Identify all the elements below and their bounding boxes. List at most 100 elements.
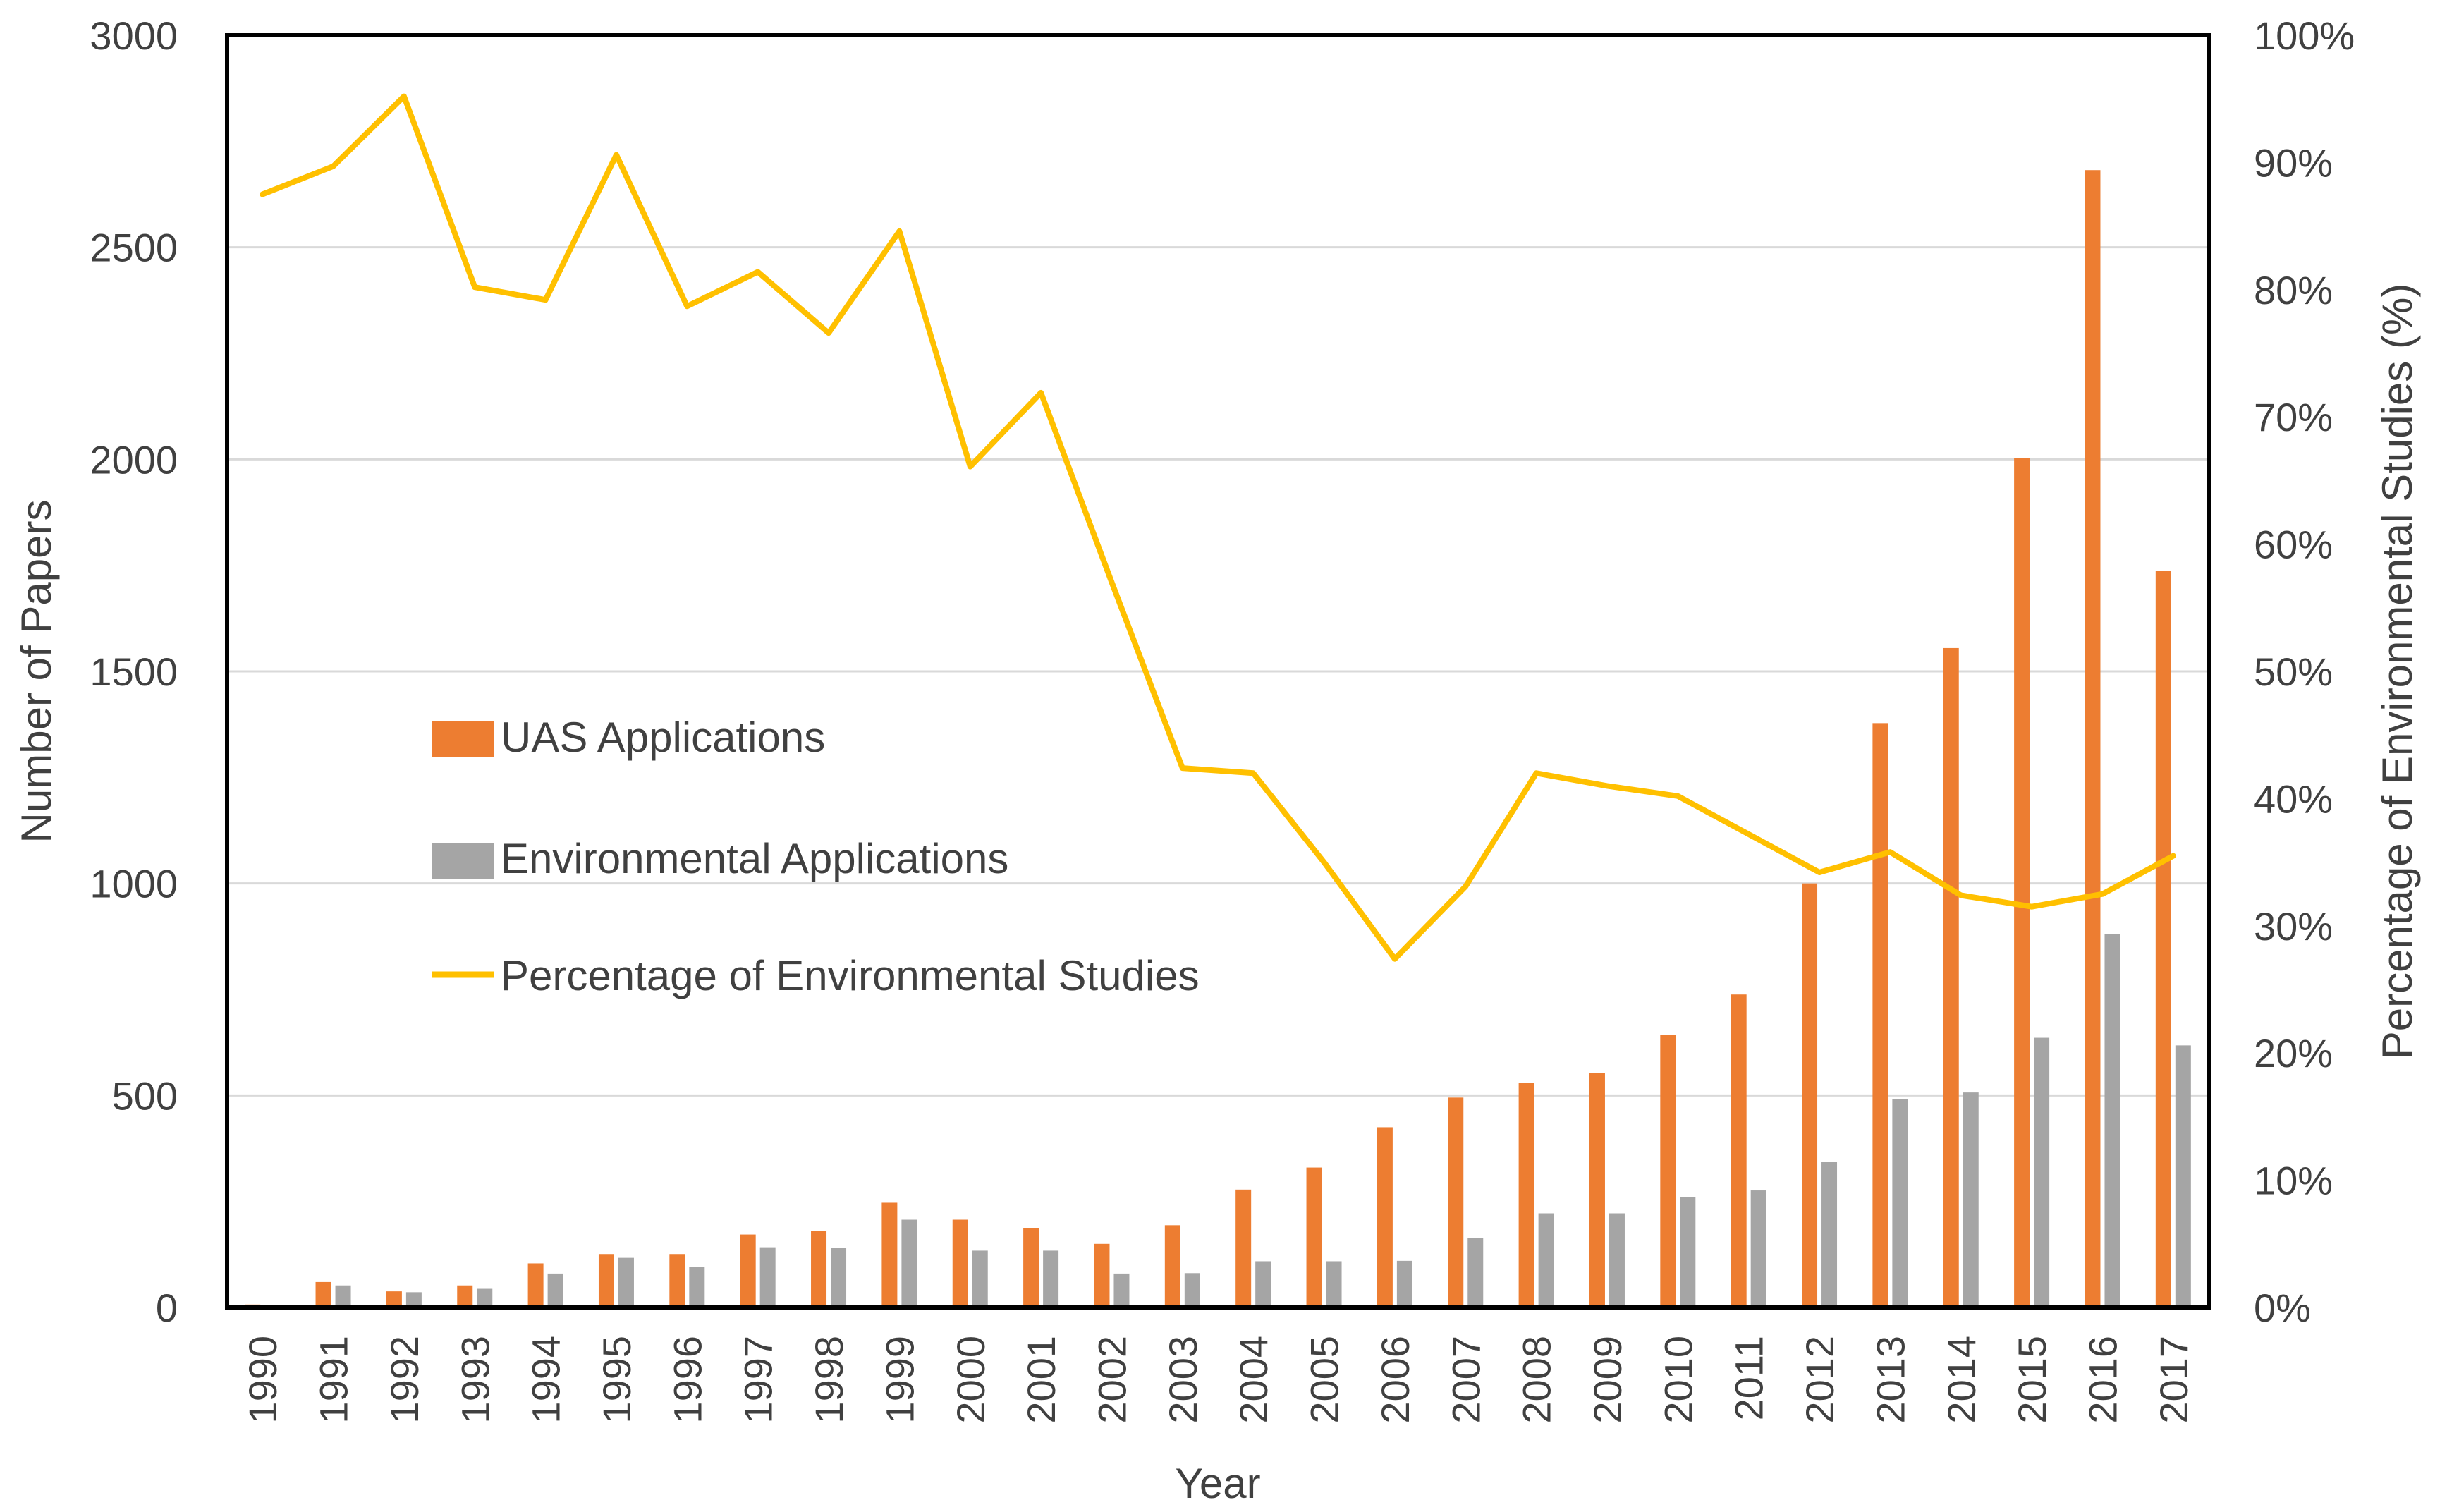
legend: UAS Applications Environmental Applicati… [432, 714, 1200, 999]
bar-uas-1993 [457, 1285, 473, 1307]
point-percentage-1992 [403, 95, 405, 97]
bar-uas-2004 [1235, 1189, 1252, 1307]
x-axis-title: Year [1175, 1460, 1260, 1507]
bar-environmental-2006 [1396, 1260, 1412, 1307]
bar-uas-1998 [811, 1231, 827, 1307]
x-tick-label: 2000 [948, 1336, 993, 1424]
bar-uas-2016 [2085, 170, 2101, 1307]
x-tick-label: 2016 [2080, 1336, 2125, 1424]
bar-environmental-2015 [2034, 1037, 2050, 1307]
bar-uas-2006 [1377, 1127, 1393, 1307]
legend-swatch-environmental [432, 843, 494, 879]
point-percentage-2017 [2172, 855, 2174, 857]
bar-uas-2015 [2014, 458, 2030, 1308]
y2-tick-label: 90% [2254, 140, 2333, 185]
point-percentage-1995 [615, 154, 617, 156]
x-tick-label: 2015 [2010, 1336, 2054, 1424]
bar-environmental-2000 [972, 1250, 988, 1307]
point-percentage-1996 [686, 305, 688, 307]
y2-tick-label: 40% [2254, 776, 2333, 821]
bar-uas-2005 [1306, 1167, 1322, 1307]
point-percentage-2001 [1040, 391, 1042, 394]
line-percentage [260, 93, 2176, 962]
point-percentage-1997 [757, 271, 759, 273]
y2-tick-label: 20% [2254, 1031, 2333, 1075]
bar-environmental-2017 [2175, 1045, 2191, 1307]
x-tick-label: 1997 [736, 1336, 781, 1424]
legend-label-uas: UAS Applications [501, 714, 825, 761]
y2-tick-label: 100% [2254, 13, 2355, 58]
bar-environmental-2016 [2104, 934, 2120, 1307]
y2-tick-label: 0% [2254, 1286, 2311, 1330]
y2-tick-label: 50% [2254, 650, 2333, 694]
point-percentage-2012 [1819, 872, 1821, 874]
bar-environmental-2012 [1821, 1162, 1838, 1307]
x-tick-label: 2006 [1373, 1336, 1417, 1424]
point-percentage-1998 [828, 332, 830, 334]
point-percentage-1990 [262, 193, 264, 195]
x-tick-label: 2001 [1019, 1336, 1063, 1424]
point-percentage-2002 [1111, 581, 1113, 583]
x-tick-label: 1996 [665, 1336, 709, 1424]
x-tick-label: 2017 [2152, 1336, 2196, 1424]
bar-environmental-2005 [1326, 1261, 1342, 1307]
bar-uas-2000 [952, 1219, 968, 1307]
x-tick-label: 2008 [1515, 1336, 1559, 1424]
bar-environmental-2002 [1113, 1273, 1130, 1307]
x-tick-label: 2014 [1939, 1336, 1984, 1424]
x-tick-label: 2012 [1798, 1336, 1842, 1424]
bar-environmental-1998 [831, 1248, 847, 1307]
legend-swatch-uas [432, 721, 494, 757]
bar-uas-2010 [1660, 1035, 1676, 1307]
x-tick-label: 1993 [453, 1336, 497, 1424]
y2-axis-title: Percentage of Environmental Studies (%) [2374, 284, 2421, 1060]
y-tick-label: 1500 [90, 650, 178, 694]
bar-uas-2017 [2155, 571, 2171, 1307]
x-tick-label: 2003 [1161, 1336, 1205, 1424]
y-axis-title: Number of Papers [13, 500, 60, 843]
bar-environmental-2001 [1043, 1250, 1059, 1307]
left-axis: 0 500 1000 1500 2000 2500 3000 [90, 13, 178, 1330]
bar-environmental-2003 [1184, 1273, 1200, 1307]
line-series [260, 93, 2176, 962]
bar-uas-1992 [386, 1291, 402, 1307]
bar-uas-1997 [740, 1234, 756, 1307]
bar-environmental-2007 [1467, 1238, 1484, 1307]
bar-uas-2011 [1731, 994, 1747, 1307]
bar-uas-2013 [1872, 723, 1888, 1307]
right-axis: 0% 10% 20% 30% 40% 50% 60% 70% 80% 90% 100% [2254, 13, 2355, 1330]
y-tick-label: 2500 [90, 226, 178, 270]
x-tick-label: 1999 [877, 1336, 922, 1424]
bar-uas-1999 [881, 1202, 898, 1307]
x-tick-label: 1990 [240, 1336, 285, 1424]
point-percentage-2000 [969, 465, 971, 468]
bar-environmental-2014 [1963, 1092, 1979, 1307]
point-percentage-2014 [1960, 894, 1962, 896]
y-tick-label: 2000 [90, 437, 178, 482]
legend-label-percentage: Percentage of Environmental Studies [501, 952, 1200, 999]
bar-uas-1995 [598, 1254, 614, 1307]
bar-uas-1996 [669, 1254, 685, 1307]
bar-environmental-1997 [759, 1247, 776, 1307]
y-tick-label: 500 [112, 1073, 178, 1118]
bar-environmental-1999 [901, 1219, 917, 1307]
bar-uas-1991 [315, 1281, 331, 1307]
bar-uas-2002 [1094, 1243, 1110, 1307]
bar-uas-2014 [1943, 647, 1959, 1307]
x-tick-label: 2005 [1302, 1336, 1347, 1424]
bar-environmental-1996 [689, 1267, 705, 1307]
bar-uas-2001 [1023, 1228, 1039, 1307]
x-tick-label: 1991 [312, 1336, 356, 1424]
bars [245, 170, 2191, 1308]
bar-environmental-1992 [405, 1292, 422, 1307]
point-percentage-2005 [1323, 861, 1325, 863]
point-percentage-2013 [1889, 851, 1891, 853]
point-percentage-2006 [1393, 958, 1396, 960]
bar-uas-2003 [1164, 1225, 1180, 1307]
bar-environmental-2013 [1892, 1099, 1908, 1307]
bar-environmental-1993 [477, 1288, 493, 1307]
point-percentage-2011 [1747, 833, 1750, 835]
x-tick-label: 1994 [524, 1336, 568, 1424]
y2-tick-label: 30% [2254, 904, 2333, 949]
point-percentage-1994 [544, 299, 547, 301]
